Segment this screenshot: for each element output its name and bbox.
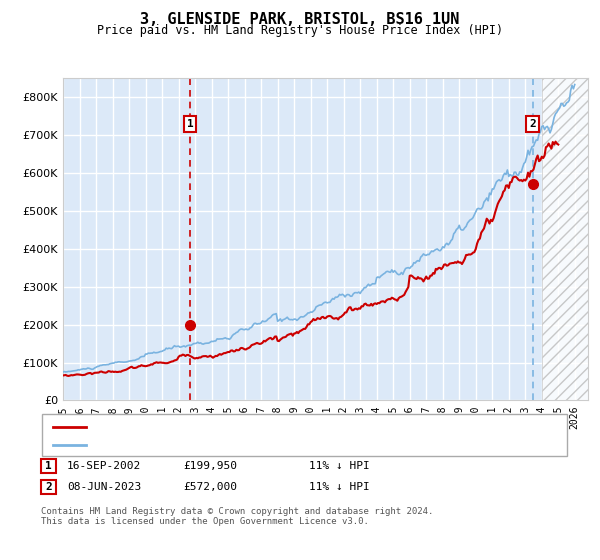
Text: 3, GLENSIDE PARK, BRISTOL, BS16 1UN (detached house): 3, GLENSIDE PARK, BRISTOL, BS16 1UN (det… (94, 422, 419, 432)
Text: 1: 1 (187, 119, 194, 129)
Text: £199,950: £199,950 (183, 461, 237, 471)
Text: 08-JUN-2023: 08-JUN-2023 (67, 482, 142, 492)
Text: £572,000: £572,000 (183, 482, 237, 492)
Text: 1: 1 (45, 461, 52, 471)
Text: HPI: Average price, detached house, City of Bristol: HPI: Average price, detached house, City… (94, 440, 412, 450)
Text: 2: 2 (529, 119, 536, 129)
Text: 11% ↓ HPI: 11% ↓ HPI (309, 482, 370, 492)
Text: 16-SEP-2002: 16-SEP-2002 (67, 461, 142, 471)
Text: 11% ↓ HPI: 11% ↓ HPI (309, 461, 370, 471)
Text: Contains HM Land Registry data © Crown copyright and database right 2024.
This d: Contains HM Land Registry data © Crown c… (41, 507, 433, 526)
Text: 3, GLENSIDE PARK, BRISTOL, BS16 1UN: 3, GLENSIDE PARK, BRISTOL, BS16 1UN (140, 12, 460, 27)
Text: Price paid vs. HM Land Registry's House Price Index (HPI): Price paid vs. HM Land Registry's House … (97, 24, 503, 37)
Text: 2: 2 (45, 482, 52, 492)
